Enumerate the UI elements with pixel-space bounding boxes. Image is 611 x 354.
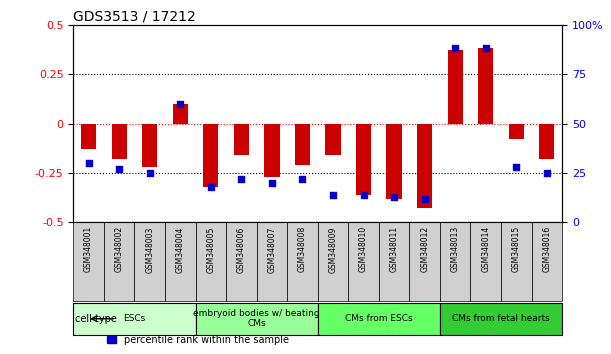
FancyBboxPatch shape <box>318 222 348 301</box>
Bar <box>173 104 188 124</box>
Point <box>175 101 185 107</box>
Bar <box>509 124 524 139</box>
Point <box>206 184 216 189</box>
Bar <box>356 124 371 195</box>
Text: GSM348006: GSM348006 <box>237 226 246 273</box>
FancyBboxPatch shape <box>287 222 318 301</box>
FancyBboxPatch shape <box>440 222 470 301</box>
Point <box>389 194 399 199</box>
Point <box>359 192 368 198</box>
FancyBboxPatch shape <box>318 303 440 335</box>
Text: GSM348007: GSM348007 <box>268 226 276 273</box>
Bar <box>142 124 158 167</box>
Point <box>450 46 460 51</box>
FancyBboxPatch shape <box>409 222 440 301</box>
Bar <box>386 124 402 199</box>
Text: GSM348009: GSM348009 <box>329 226 337 273</box>
FancyBboxPatch shape <box>134 222 165 301</box>
Text: GSM348015: GSM348015 <box>512 226 521 273</box>
Text: CMs from ESCs: CMs from ESCs <box>345 314 412 323</box>
Text: GSM348013: GSM348013 <box>451 226 459 273</box>
FancyBboxPatch shape <box>73 222 104 301</box>
Text: cell type: cell type <box>75 314 117 324</box>
FancyBboxPatch shape <box>379 222 409 301</box>
Point <box>420 196 430 201</box>
Bar <box>326 124 341 155</box>
Text: GSM348014: GSM348014 <box>481 226 490 273</box>
Point <box>511 164 521 170</box>
Point <box>298 176 307 182</box>
Bar <box>81 124 97 149</box>
Point <box>114 166 124 172</box>
Text: GSM348008: GSM348008 <box>298 226 307 273</box>
FancyBboxPatch shape <box>470 222 501 301</box>
FancyBboxPatch shape <box>226 222 257 301</box>
FancyBboxPatch shape <box>73 303 196 335</box>
Point <box>328 192 338 198</box>
Text: GSM348016: GSM348016 <box>543 226 551 273</box>
FancyBboxPatch shape <box>165 222 196 301</box>
Point <box>481 46 491 51</box>
FancyBboxPatch shape <box>196 303 318 335</box>
Bar <box>478 48 493 124</box>
Point <box>267 180 277 185</box>
Point <box>145 170 155 176</box>
FancyBboxPatch shape <box>440 303 562 335</box>
Text: GSM348005: GSM348005 <box>207 226 215 273</box>
Text: embryoid bodies w/ beating
CMs: embryoid bodies w/ beating CMs <box>193 309 320 329</box>
Bar <box>295 124 310 165</box>
FancyBboxPatch shape <box>501 222 532 301</box>
Text: GDS3513 / 17212: GDS3513 / 17212 <box>73 10 196 24</box>
Point <box>542 170 552 176</box>
Text: GSM348002: GSM348002 <box>115 226 123 273</box>
Text: GSM348010: GSM348010 <box>359 226 368 273</box>
FancyBboxPatch shape <box>348 222 379 301</box>
FancyBboxPatch shape <box>104 222 134 301</box>
Text: ESCs: ESCs <box>123 314 145 323</box>
Bar <box>234 124 249 155</box>
Bar <box>203 124 219 187</box>
Text: GSM348004: GSM348004 <box>176 226 185 273</box>
Bar <box>417 124 433 209</box>
Text: CMs from fetal hearts: CMs from fetal hearts <box>452 314 550 323</box>
Bar <box>447 51 463 124</box>
Bar <box>111 124 127 159</box>
Text: GSM348012: GSM348012 <box>420 226 429 272</box>
Text: GSM348011: GSM348011 <box>390 226 398 272</box>
Bar <box>540 124 555 159</box>
Text: GSM348001: GSM348001 <box>84 226 93 273</box>
Bar <box>264 124 279 177</box>
Legend: log10 ratio, percentile rank within the sample: log10 ratio, percentile rank within the … <box>103 316 293 349</box>
Point <box>236 176 246 182</box>
FancyBboxPatch shape <box>196 222 226 301</box>
Text: GSM348003: GSM348003 <box>145 226 154 273</box>
FancyBboxPatch shape <box>532 222 562 301</box>
FancyBboxPatch shape <box>257 222 287 301</box>
Point <box>84 160 93 166</box>
